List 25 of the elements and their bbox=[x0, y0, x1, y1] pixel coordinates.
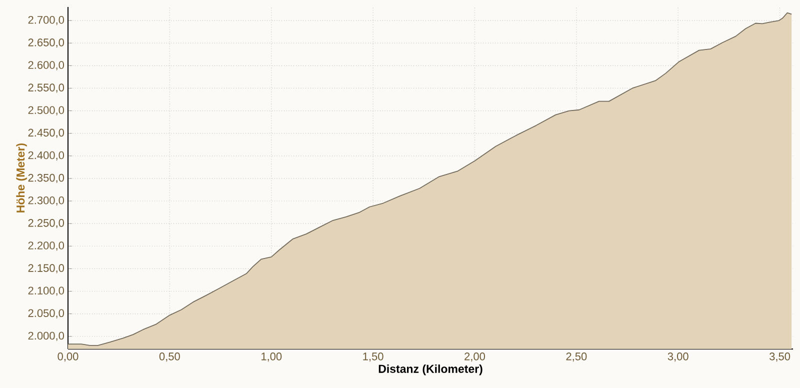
y-tick-label: 2.550,0 bbox=[28, 84, 64, 93]
y-tick-label: 2.700,0 bbox=[28, 16, 64, 26]
x-tick-label: 0,00 bbox=[58, 352, 78, 362]
y-tick-label: 2.300,0 bbox=[28, 196, 64, 206]
y-tick-label: 2.500,0 bbox=[28, 106, 64, 116]
x-tick-label: 2,00 bbox=[464, 352, 485, 362]
x-tick-label: 0,50 bbox=[159, 352, 180, 362]
y-tick-label: 2.650,0 bbox=[28, 38, 64, 48]
y-tick-label: 2.100,0 bbox=[28, 286, 64, 296]
x-axis-title: Distanz (Kilometer) bbox=[378, 364, 482, 376]
y-tick-label: 2.350,0 bbox=[28, 174, 64, 183]
x-tick-label: 1,00 bbox=[261, 352, 282, 362]
y-tick-label: 2.200,0 bbox=[28, 242, 64, 251]
x-tick-label: 3,00 bbox=[668, 352, 688, 362]
y-tick-label: 2.000,0 bbox=[28, 332, 64, 341]
x-tick-label: 2,50 bbox=[566, 352, 587, 362]
y-tick-label: 2.450,0 bbox=[28, 128, 64, 138]
y-tick-label: 2.250,0 bbox=[28, 219, 64, 228]
x-tick-label: 3,50 bbox=[770, 352, 790, 362]
y-tick-label: 2.400,0 bbox=[28, 151, 64, 160]
x-tick-label: 1,50 bbox=[363, 352, 384, 362]
y-axis-title: Höhe (Meter) bbox=[16, 143, 27, 212]
y-tick-label: 2.600,0 bbox=[28, 61, 64, 70]
y-tick-label: 2.050,0 bbox=[28, 309, 64, 318]
y-tick-label: 2.150,0 bbox=[28, 264, 64, 274]
